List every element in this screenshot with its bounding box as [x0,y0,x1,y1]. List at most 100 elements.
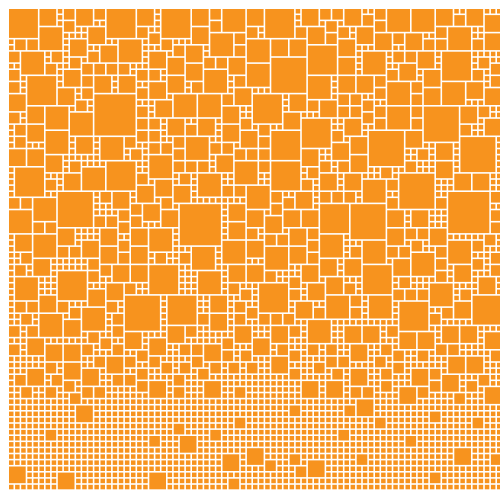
mosaic-tile [259,27,264,32]
mosaic-tile [356,283,362,288]
mosaic-tile [436,393,441,398]
mosaic-tile [137,411,142,417]
mosaic-tile [326,399,331,404]
mosaic-tile [57,399,63,404]
mosaic-tile [320,436,325,441]
mosaic-tile-large [466,381,478,392]
mosaic-tile [45,399,51,404]
mosaic-tile [88,106,93,112]
mosaic-tile [368,466,374,471]
mosaic-tile [326,405,331,410]
mosaic-tile [185,246,191,252]
mosaic-tile [246,112,252,118]
mosaic-tile-large [222,240,246,264]
mosaic-tile-large [423,88,441,105]
mosaic-tile [375,387,380,392]
mosaic-tile-large [240,350,252,362]
mosaic-tile [283,442,288,447]
mosaic-tile [88,100,93,105]
mosaic-tile-large [45,429,57,441]
mosaic-tile [228,448,234,453]
mosaic-tile-large [149,155,173,179]
mosaic-tile-large [149,131,160,142]
mosaic-tile-large [429,314,441,325]
mosaic-tile [155,448,160,453]
mosaic-tile-large [271,204,282,215]
mosaic-tile [143,222,148,227]
mosaic-tile [253,411,258,417]
mosaic-tile [131,387,136,392]
mosaic-tile [271,417,276,423]
mosaic-tile [228,173,234,179]
mosaic-tile [436,307,441,313]
mosaic-tile [332,167,337,173]
mosaic-tile [484,350,490,356]
mosaic-tile [21,356,26,362]
mosaic-tile-large [436,143,453,160]
mosaic-tile-large [94,9,105,20]
mosaic-tile [210,198,215,203]
mosaic-tile [57,76,63,81]
mosaic-tile [118,417,124,423]
mosaic-tile [417,460,423,465]
mosaic-tile [423,161,429,166]
mosaic-tile [106,350,112,356]
mosaic-tile [295,387,301,392]
mosaic-tile [45,283,51,288]
mosaic-tile [118,472,124,478]
mosaic-tile-large [436,39,447,51]
mosaic-tile [393,314,398,319]
mosaic-tile [15,314,20,319]
mosaic-tile [106,332,112,337]
mosaic-tile-large [350,204,386,240]
mosaic-tile [216,484,221,490]
mosaic-tile [70,405,75,410]
mosaic-tile [283,478,288,484]
mosaic-tile-large [9,9,38,38]
mosaic-tile [375,399,380,404]
mosaic-tile [423,167,429,173]
mosaic-tile [15,387,20,392]
mosaic-tile [405,368,410,374]
mosaic-tile-large [375,21,386,32]
mosaic-tile [362,484,368,490]
mosaic-tile-large [106,283,124,301]
mosaic-tile [350,240,356,246]
mosaic-tile-large [490,192,500,203]
mosaic-tile [399,45,404,51]
mosaic-tile [350,320,356,325]
mosaic-tile [442,472,447,478]
mosaic-tile [149,460,154,465]
mosaic-tile-large [283,314,295,325]
mosaic-tile [106,484,112,490]
mosaic-tile [417,466,423,471]
mosaic-tile [301,362,307,368]
mosaic-tile [405,216,410,221]
mosaic-tile [436,362,441,368]
mosaic-tile [478,271,484,276]
mosaic-tile [448,405,453,410]
mosaic-tile-large [436,27,447,38]
mosaic-tile [460,381,465,386]
mosaic-tile-large [405,131,423,148]
mosaic-tile [326,155,331,160]
mosaic-tile [277,411,282,417]
mosaic-tile [375,173,380,179]
mosaic-tile-large [314,362,325,374]
mosaic-tile [82,466,87,471]
mosaic-tile [167,253,173,258]
mosaic-tile [198,399,203,404]
mosaic-tile-large [265,234,276,246]
mosaic-tile [314,442,319,447]
mosaic-tile [155,405,160,410]
mosaic-tile [137,161,142,166]
mosaic-tile [15,338,20,343]
mosaic-tile [210,454,215,459]
mosaic-tile-large [63,9,75,20]
mosaic-tile [9,124,14,130]
mosaic-tile [155,15,160,20]
mosaic-tile [429,429,435,435]
mosaic-tile [33,356,38,362]
mosaic-tile-large [192,82,203,93]
mosaic-tile [436,326,441,331]
